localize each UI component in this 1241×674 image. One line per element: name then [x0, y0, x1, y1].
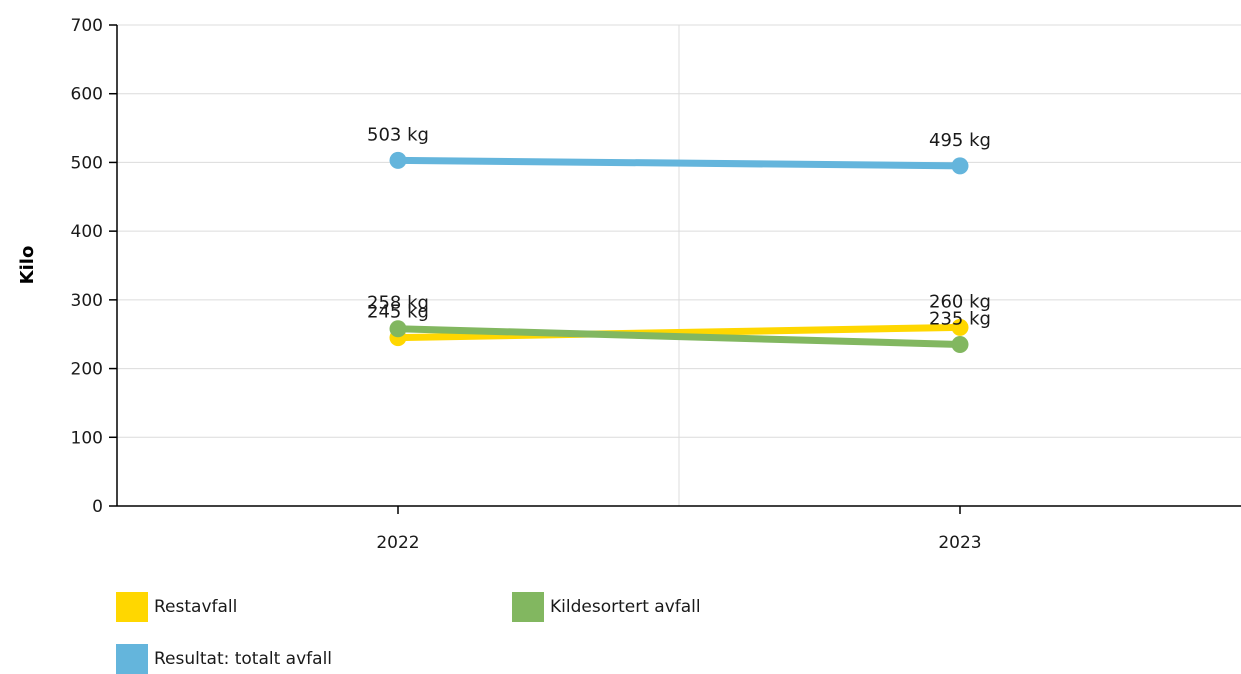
line-chart: 0 100 200 300 400 500 600 700 2022 2023 Kilo 245…	[17, 16, 1241, 553]
series-line	[394, 323, 964, 342]
data-label: 258 kg	[367, 293, 429, 314]
grid-lines	[117, 24, 1241, 506]
legend-label: Resultat: totalt avfall	[154, 649, 333, 669]
y-tick-label: 200	[71, 360, 103, 380]
legend-item-totalt-avfall[interactable]: Resultat: totalt avfall	[116, 644, 332, 674]
data-label: 260 kg	[929, 291, 991, 312]
x-tick-labels: 2022 2023	[376, 533, 981, 553]
data-label: 495 kg	[929, 130, 991, 151]
x-tick-label: 2023	[938, 533, 981, 553]
legend-item-kildesortert-avfall[interactable]: Kildesortert avfall	[512, 592, 701, 622]
y-tick-label: 500	[71, 153, 103, 173]
y-tick-label: 300	[71, 291, 103, 311]
data-point[interactable]	[951, 336, 969, 354]
y-tick-label: 400	[71, 222, 103, 242]
y-axis-title: Kilo	[17, 246, 38, 285]
x-tick-label: 2022	[376, 533, 419, 553]
data-point[interactable]	[951, 318, 969, 336]
y-tick-label: 700	[71, 16, 103, 36]
data-label: 245 kg	[367, 302, 429, 323]
data-point[interactable]	[389, 320, 407, 338]
legend-swatch-totalt-avfall	[116, 644, 148, 674]
series-line	[394, 156, 964, 170]
data-label: 235 kg	[929, 309, 991, 330]
data-label: 503 kg	[367, 124, 429, 145]
y-tick-labels: 0 100 200 300 400 500 600 700	[71, 16, 103, 517]
legend-label: Restavfall	[154, 597, 238, 617]
data-point[interactable]	[951, 157, 969, 175]
legend-item-restavfall[interactable]: Restavfall	[116, 592, 237, 622]
legend-label: Kildesortert avfall	[550, 597, 701, 617]
data-labels: 245 kg 260 kg 258 kg 235 kg 503 kg 495 kg	[367, 124, 991, 329]
y-tick-label: 100	[71, 428, 103, 448]
y-tick-label: 0	[92, 497, 103, 517]
series-group	[389, 151, 969, 354]
y-tick-label: 600	[71, 85, 103, 105]
legend-swatch-kildesortert-avfall	[512, 592, 544, 622]
series-line	[394, 325, 964, 349]
axes	[109, 24, 1241, 514]
data-point[interactable]	[389, 151, 407, 169]
legend-swatch-restavfall	[116, 592, 148, 622]
